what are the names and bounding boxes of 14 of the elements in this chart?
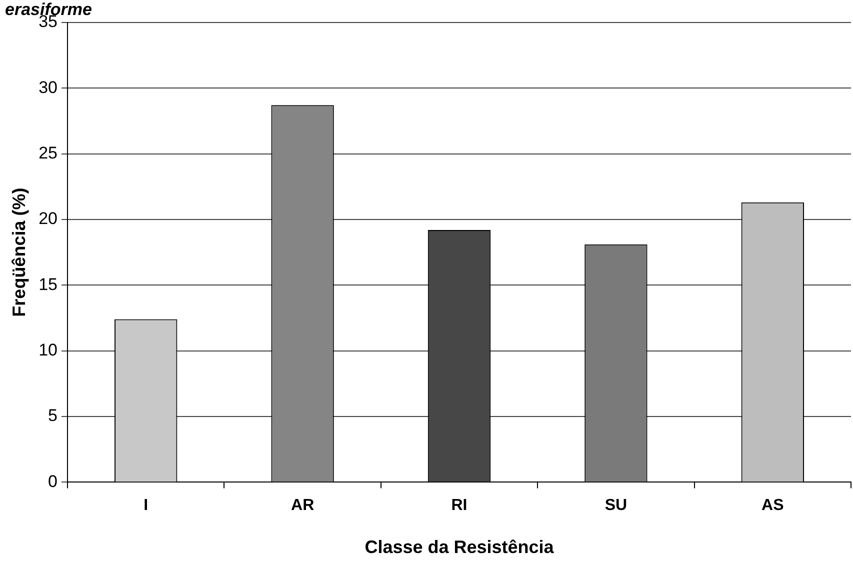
- y-tick-label: 5: [48, 406, 58, 426]
- x-tick-label: I: [144, 497, 148, 514]
- x-axis-title: Classe da Resistência: [364, 537, 555, 558]
- x-tick-label: RI: [451, 497, 468, 514]
- y-tick-label: 0: [48, 472, 58, 491]
- y-tick-label: 30: [38, 78, 58, 97]
- y-tick-label: 10: [38, 340, 58, 360]
- x-tick-label: AR: [291, 497, 315, 514]
- y-tick-label: 25: [38, 143, 58, 162]
- y-tick-label: 20: [38, 209, 58, 228]
- y-axis-title: Freqüência (%): [8, 188, 29, 317]
- x-tick-label: AS: [762, 497, 784, 514]
- x-tick-label: SU: [604, 497, 628, 514]
- y-tick-label: 15: [38, 274, 58, 294]
